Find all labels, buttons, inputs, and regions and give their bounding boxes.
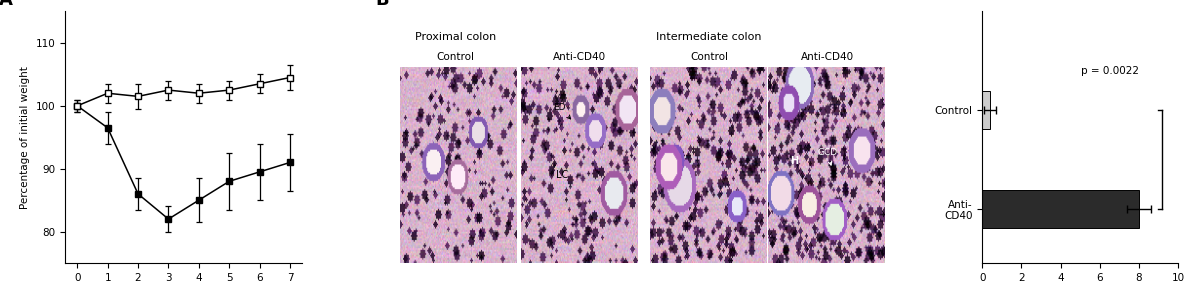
Legend: Anti-CD40, Control: Anti-CD40, Control [124, 0, 268, 1]
Text: A: A [0, 0, 13, 9]
Text: B: B [375, 0, 388, 9]
Text: Control: Control [437, 52, 475, 62]
Y-axis label: Percentage of initial weight: Percentage of initial weight [20, 66, 30, 209]
Text: C: C [924, 0, 937, 4]
Text: p = 0.0022: p = 0.0022 [1081, 65, 1139, 76]
Text: Control: Control [690, 52, 728, 62]
Text: Anti-CD40: Anti-CD40 [553, 52, 606, 62]
Text: Intermediate colon: Intermediate colon [656, 32, 761, 42]
Text: Anti-CD40: Anti-CD40 [802, 52, 855, 62]
Text: Proximal colon: Proximal colon [416, 32, 496, 42]
Bar [983, 190, 1139, 228]
Bar [983, 92, 990, 129]
